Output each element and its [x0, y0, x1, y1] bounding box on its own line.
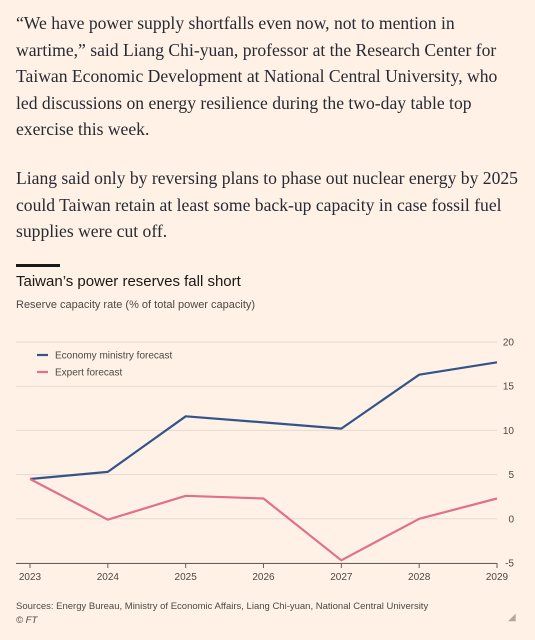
- x-tick-label: 2029: [486, 572, 509, 583]
- line-chart: 20 15 10 5 0 -5 2023 2024 2025 2026 2027 2028 2029 Ec…: [16, 338, 515, 583]
- y-tick-label: 10: [503, 426, 515, 437]
- series-line-economy-ministry: [29, 361, 498, 481]
- y-tick-label: 15: [503, 382, 515, 393]
- article-paragraph-2: Liang said only by reversing plans to ph…: [16, 168, 518, 241]
- y-tick-label: -5: [505, 559, 514, 570]
- chart-subtitle: Reserve capacity rate (% of total power …: [16, 299, 256, 311]
- resize-handle-icon: ◢: [508, 612, 516, 623]
- x-tick-label: 2026: [252, 572, 275, 583]
- article-paragraph-1: “We have power supply shortfalls even no…: [16, 13, 498, 139]
- x-tick-label: 2028: [408, 572, 431, 583]
- y-tick-label: 5: [508, 470, 514, 481]
- y-tick-label: 0: [508, 514, 514, 525]
- series-line-expert: [29, 478, 498, 562]
- chart-title: Taiwan’s power reserves fall short: [16, 273, 241, 290]
- chart-credit: © FT: [16, 615, 38, 626]
- legend-label: Expert forecast: [55, 368, 122, 379]
- x-tick-label: 2025: [175, 572, 198, 583]
- x-tick-label: 2024: [97, 572, 120, 583]
- y-tick-label: 20: [503, 338, 515, 349]
- chart-top-rule: [16, 264, 60, 267]
- chart-source: Sources: Energy Bureau, Ministry of Econ…: [16, 601, 429, 612]
- x-tick-label: 2023: [19, 572, 42, 583]
- legend-label: Economy ministry forecast: [55, 351, 172, 362]
- x-tick-label: 2027: [330, 572, 353, 583]
